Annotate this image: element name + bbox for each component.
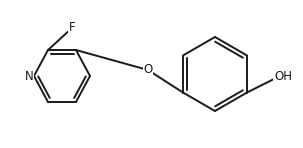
Text: OH: OH	[274, 70, 292, 82]
Text: O: O	[143, 62, 153, 75]
Text: N: N	[25, 70, 33, 82]
Text: F: F	[69, 21, 75, 33]
